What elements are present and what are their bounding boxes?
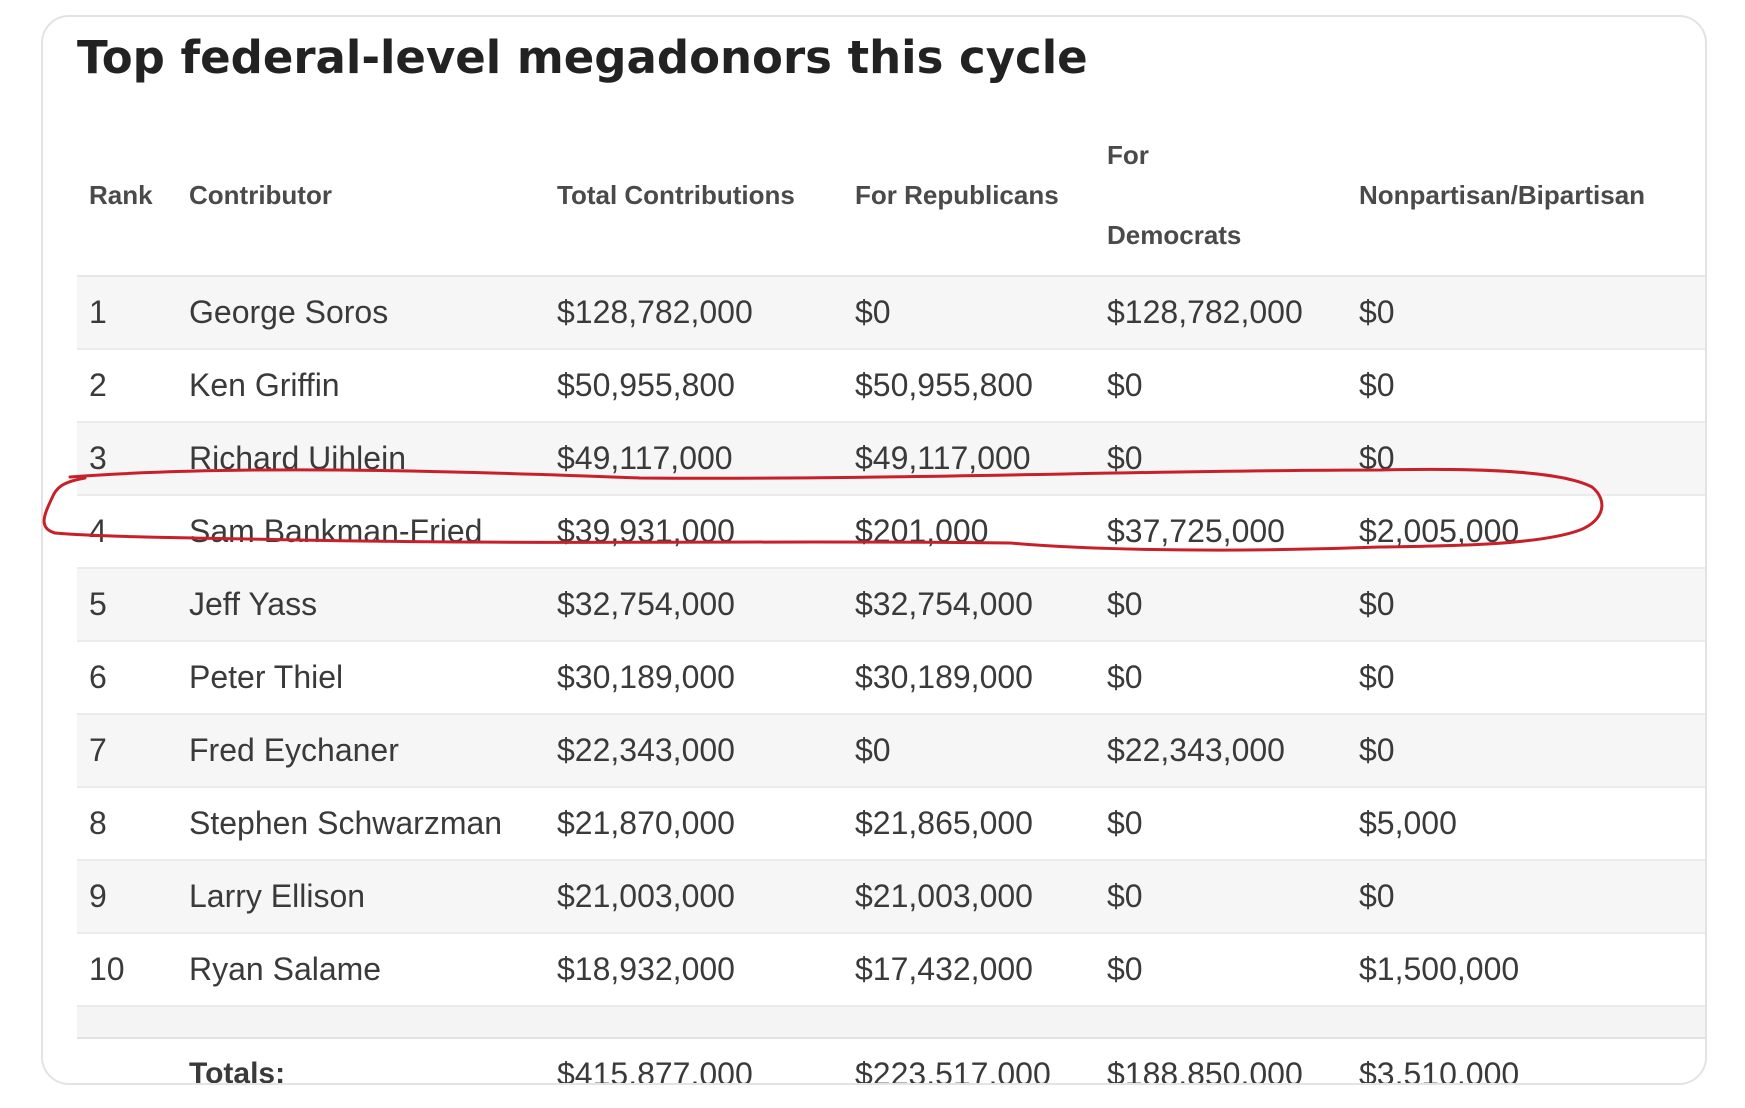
header-contributor: Contributor <box>177 115 545 277</box>
contributor-cell: George Soros <box>177 276 545 350</box>
nonpartisan-cell: $5,000 <box>1347 787 1705 861</box>
contributor-cell: Ken Griffin <box>177 349 545 423</box>
democrats-cell: $0 <box>1095 787 1347 861</box>
nonpartisan-cell: $0 <box>1347 714 1705 788</box>
republicans-cell: $201,000 <box>843 495 1095 569</box>
totals-democrats-cell: $188,850,000 <box>1095 1038 1347 1083</box>
democrats-cell: $0 <box>1095 860 1347 934</box>
rank-cell: 4 <box>77 495 177 569</box>
total-cell: $30,189,000 <box>545 641 843 715</box>
rank-cell: 10 <box>77 933 177 1007</box>
totals-republicans-cell: $223,517,000 <box>843 1038 1095 1083</box>
contributor-cell: Richard Uihlein <box>177 422 545 496</box>
total-cell: $49,117,000 <box>545 422 843 496</box>
rank-cell: 8 <box>77 787 177 861</box>
contributor-cell: Stephen Schwarzman <box>177 787 545 861</box>
nonpartisan-cell: $1,500,000 <box>1347 933 1705 1007</box>
totals-label: Totals: <box>177 1038 545 1083</box>
table-row: 1 George Soros $128,782,000 $0 $128,782,… <box>77 276 1705 350</box>
table-row-highlighted: 4 Sam Bankman-Fried $39,931,000 $201,000… <box>77 495 1705 569</box>
democrats-cell: $0 <box>1095 933 1347 1007</box>
header-democrats-line2: Democrats <box>1107 220 1242 250</box>
table-row: 10 Ryan Salame $18,932,000 $17,432,000 $… <box>77 933 1705 1007</box>
table-row: 2 Ken Griffin $50,955,800 $50,955,800 $0… <box>77 349 1705 423</box>
header-total: Total Contributions <box>545 115 843 277</box>
republicans-cell: $49,117,000 <box>843 422 1095 496</box>
democrats-cell: $128,782,000 <box>1095 276 1347 350</box>
total-cell: $22,343,000 <box>545 714 843 788</box>
total-cell: $32,754,000 <box>545 568 843 642</box>
democrats-cell: $0 <box>1095 349 1347 423</box>
republicans-cell: $50,955,800 <box>843 349 1095 423</box>
contributor-cell: Peter Thiel <box>177 641 545 715</box>
democrats-cell: $0 <box>1095 422 1347 496</box>
header-row: Rank Contributor Total Contributions For… <box>77 115 1705 277</box>
totals-rank-cell <box>77 1038 177 1083</box>
rank-cell: 5 <box>77 568 177 642</box>
table-row: 7 Fred Eychaner $22,343,000 $0 $22,343,0… <box>77 714 1705 788</box>
nonpartisan-cell: $0 <box>1347 860 1705 934</box>
contributor-cell: Larry Ellison <box>177 860 545 934</box>
rank-cell: 9 <box>77 860 177 934</box>
nonpartisan-cell: $0 <box>1347 641 1705 715</box>
table-row: 9 Larry Ellison $21,003,000 $21,003,000 … <box>77 860 1705 934</box>
header-democrats: For Democrats <box>1095 115 1347 277</box>
nonpartisan-cell: $0 <box>1347 422 1705 496</box>
republicans-cell: $30,189,000 <box>843 641 1095 715</box>
rank-cell: 2 <box>77 349 177 423</box>
table-row: 8 Stephen Schwarzman $21,870,000 $21,865… <box>77 787 1705 861</box>
republicans-cell: $17,432,000 <box>843 933 1095 1007</box>
nonpartisan-cell: $0 <box>1347 349 1705 423</box>
rank-cell: 1 <box>77 276 177 350</box>
rank-cell: 6 <box>77 641 177 715</box>
header-republicans: For Republicans <box>843 115 1095 277</box>
donor-table-card: Top federal-level megadonors this cycle … <box>41 15 1707 1085</box>
donors-table: Rank Contributor Total Contributions For… <box>77 115 1705 1083</box>
nonpartisan-cell: $2,005,000 <box>1347 495 1705 569</box>
table-title: Top federal-level megadonors this cycle <box>77 31 1088 84</box>
total-cell: $50,955,800 <box>545 349 843 423</box>
nonpartisan-cell: $0 <box>1347 276 1705 350</box>
republicans-cell: $0 <box>843 714 1095 788</box>
rank-cell: 7 <box>77 714 177 788</box>
democrats-cell: $0 <box>1095 641 1347 715</box>
republicans-cell: $21,003,000 <box>843 860 1095 934</box>
total-cell: $128,782,000 <box>545 276 843 350</box>
republicans-cell: $0 <box>843 276 1095 350</box>
total-cell: $21,003,000 <box>545 860 843 934</box>
header-democrats-line1: For <box>1107 140 1149 170</box>
total-cell: $18,932,000 <box>545 933 843 1007</box>
democrats-cell: $0 <box>1095 568 1347 642</box>
rank-cell: 3 <box>77 422 177 496</box>
totals-total-cell: $415,877,000 <box>545 1038 843 1083</box>
table-row: 5 Jeff Yass $32,754,000 $32,754,000 $0 $… <box>77 568 1705 642</box>
table-row: 6 Peter Thiel $30,189,000 $30,189,000 $0… <box>77 641 1705 715</box>
totals-row: Totals: $415,877,000 $223,517,000 $188,8… <box>77 1038 1705 1083</box>
contributor-cell: Sam Bankman-Fried <box>177 495 545 569</box>
contributor-cell: Ryan Salame <box>177 933 545 1007</box>
totals-nonpartisan-cell: $3,510,000 <box>1347 1038 1705 1083</box>
total-cell: $21,870,000 <box>545 787 843 861</box>
contributor-cell: Jeff Yass <box>177 568 545 642</box>
democrats-cell: $37,725,000 <box>1095 495 1347 569</box>
total-cell: $39,931,000 <box>545 495 843 569</box>
democrats-cell: $22,343,000 <box>1095 714 1347 788</box>
contributor-cell: Fred Eychaner <box>177 714 545 788</box>
republicans-cell: $21,865,000 <box>843 787 1095 861</box>
header-nonpartisan: Nonpartisan/Bipartisan <box>1347 115 1705 277</box>
table-row: 3 Richard Uihlein $49,117,000 $49,117,00… <box>77 422 1705 496</box>
header-rank: Rank <box>77 115 177 277</box>
nonpartisan-cell: $0 <box>1347 568 1705 642</box>
spacer-row <box>77 1006 1705 1039</box>
republicans-cell: $32,754,000 <box>843 568 1095 642</box>
